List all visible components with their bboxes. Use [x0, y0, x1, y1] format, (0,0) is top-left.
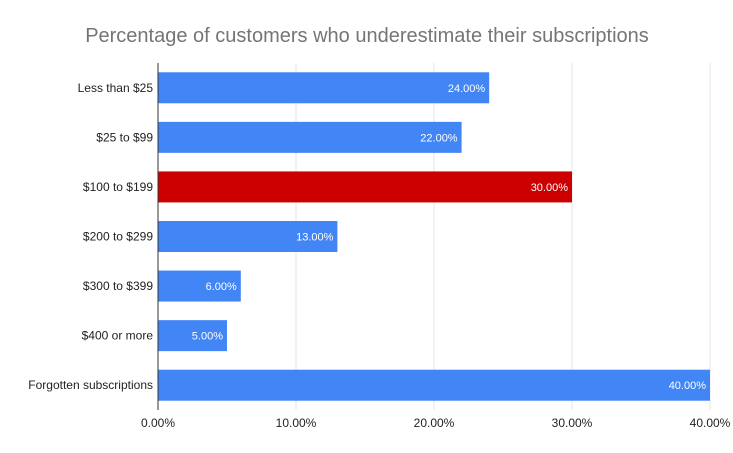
- data-label: 13.00%: [296, 232, 334, 244]
- data-label: 6.00%: [206, 281, 237, 293]
- bar: [158, 221, 338, 252]
- data-label: 24.00%: [448, 83, 486, 95]
- category-label: $200 to $299: [83, 230, 153, 244]
- data-label: 30.00%: [531, 182, 569, 194]
- category-label: Forgotten subscriptions: [28, 378, 153, 392]
- category-label: $400 or more: [82, 329, 154, 343]
- category-label: Less than $25: [78, 81, 154, 95]
- category-label: $300 to $399: [83, 279, 153, 293]
- bar: [158, 270, 241, 302]
- data-label: 22.00%: [420, 132, 458, 144]
- data-label: 40.00%: [669, 380, 707, 392]
- bar: [158, 72, 490, 104]
- x-tick-label: 20.00%: [414, 416, 455, 430]
- labels: 0.00% 10.00% 20.00% 30.00% 40.00% Less than $…: [28, 81, 730, 430]
- bar: [158, 121, 462, 153]
- x-tick-label: 30.00%: [552, 416, 593, 430]
- bar: [158, 369, 710, 401]
- x-tick-label: 40.00%: [690, 416, 731, 430]
- bar: [158, 171, 572, 203]
- x-tick-label: 0.00%: [141, 416, 175, 430]
- x-tick-label: 10.00%: [276, 416, 317, 430]
- data-label: 5.00%: [192, 331, 223, 343]
- category-label: $25 to $99: [96, 130, 153, 144]
- grid: [295, 63, 711, 410]
- bar: [158, 320, 227, 352]
- chart-title: Percentage of customers who underestimat…: [85, 25, 649, 47]
- category-label: $100 to $199: [83, 180, 153, 194]
- bars: [158, 72, 710, 401]
